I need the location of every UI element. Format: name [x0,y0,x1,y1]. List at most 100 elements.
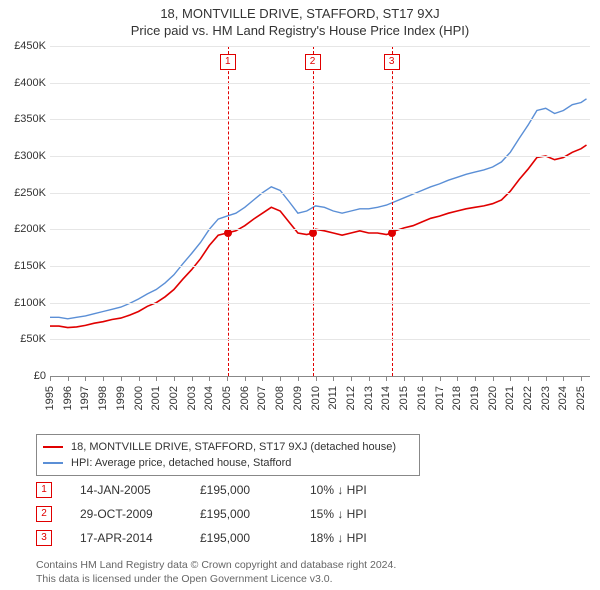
x-tick [50,376,51,381]
sale-marker-box: 3 [384,54,400,70]
x-tick [510,376,511,381]
x-tick [316,376,317,381]
x-tick-label: 2013 [363,386,375,410]
x-tick [422,376,423,381]
x-tick-label: 2025 [575,386,587,410]
x-tick [156,376,157,381]
legend: 18, MONTVILLE DRIVE, STAFFORD, ST17 9XJ … [36,434,420,476]
series-property [50,145,587,328]
legend-swatch-property [43,446,63,448]
x-tick [280,376,281,381]
x-tick-label: 1999 [115,386,127,410]
sale-row: 114-JAN-2005£195,00010% ↓ HPI [36,478,420,502]
x-tick [440,376,441,381]
y-tick-label: £0 [4,370,46,382]
sale-marker-box: 1 [220,54,236,70]
sale-row-num: 3 [36,530,52,546]
x-tick [262,376,263,381]
x-tick-label: 2021 [504,386,516,410]
y-tick-label: £200K [4,223,46,235]
legend-label-hpi: HPI: Average price, detached house, Staf… [71,457,291,469]
legend-swatch-hpi [43,462,63,464]
y-gridline [50,229,590,230]
subtitle: Price paid vs. HM Land Registry's House … [0,23,600,38]
sale-marker-line [228,46,229,376]
legend-label-property: 18, MONTVILLE DRIVE, STAFFORD, ST17 9XJ … [71,441,396,453]
sale-row-date: 29-OCT-2009 [80,507,200,521]
x-tick-label: 2019 [469,386,481,410]
x-tick [68,376,69,381]
x-tick [475,376,476,381]
y-tick-label: £250K [4,187,46,199]
x-tick-label: 1996 [62,386,74,410]
x-tick [139,376,140,381]
sale-row-price: £195,000 [200,483,310,497]
y-gridline [50,156,590,157]
y-gridline [50,376,590,377]
x-tick-label: 1997 [79,386,91,410]
x-tick-label: 2024 [557,386,569,410]
y-tick-label: £150K [4,260,46,272]
x-tick-label: 1995 [44,386,56,410]
chart-area: 123 £0£50K£100K£150K£200K£250K£300K£350K… [0,46,600,426]
sale-row-num: 1 [36,482,52,498]
y-tick-label: £450K [4,40,46,52]
y-tick-label: £350K [4,113,46,125]
x-tick [174,376,175,381]
y-gridline [50,266,590,267]
x-tick-label: 2006 [239,386,251,410]
x-tick [245,376,246,381]
sale-marker-line [313,46,314,376]
x-tick-label: 2014 [380,386,392,410]
x-tick-label: 2016 [416,386,428,410]
footer-line-2: This data is licensed under the Open Gov… [36,572,396,586]
x-tick-label: 1998 [97,386,109,410]
sale-marker-line [392,46,393,376]
sale-row-price: £195,000 [200,531,310,545]
x-tick-label: 2005 [221,386,233,410]
x-tick-label: 2020 [487,386,499,410]
address-title: 18, MONTVILLE DRIVE, STAFFORD, ST17 9XJ [0,6,600,21]
plot-area: 123 [50,46,590,376]
line-svg [50,46,590,376]
x-tick [581,376,582,381]
x-tick [528,376,529,381]
x-tick-label: 2022 [522,386,534,410]
x-tick [386,376,387,381]
x-tick-label: 2004 [203,386,215,410]
x-tick [404,376,405,381]
x-tick-label: 2010 [310,386,322,410]
x-tick-label: 2007 [256,386,268,410]
sale-row-pct: 18% ↓ HPI [310,531,420,545]
x-tick [209,376,210,381]
sale-row-pct: 15% ↓ HPI [310,507,420,521]
footer: Contains HM Land Registry data © Crown c… [36,558,396,586]
y-gridline [50,193,590,194]
y-tick-label: £300K [4,150,46,162]
sale-row: 229-OCT-2009£195,00015% ↓ HPI [36,502,420,526]
legend-row-hpi: HPI: Average price, detached house, Staf… [43,455,413,471]
x-tick-label: 2017 [434,386,446,410]
y-gridline [50,46,590,47]
x-tick [457,376,458,381]
sale-row-pct: 10% ↓ HPI [310,483,420,497]
y-gridline [50,303,590,304]
x-tick-label: 2003 [186,386,198,410]
x-tick [227,376,228,381]
title-block: 18, MONTVILLE DRIVE, STAFFORD, ST17 9XJ … [0,0,600,38]
x-tick [563,376,564,381]
sale-row-price: £195,000 [200,507,310,521]
x-tick [85,376,86,381]
x-tick-label: 2000 [133,386,145,410]
x-tick-label: 2018 [451,386,463,410]
x-tick-label: 2011 [327,386,339,410]
y-gridline [50,339,590,340]
x-tick-label: 2012 [345,386,357,410]
series-hpi [50,99,587,319]
x-tick [493,376,494,381]
x-tick-label: 2002 [168,386,180,410]
x-tick [351,376,352,381]
x-tick [192,376,193,381]
y-gridline [50,83,590,84]
x-tick-label: 2001 [150,386,162,410]
